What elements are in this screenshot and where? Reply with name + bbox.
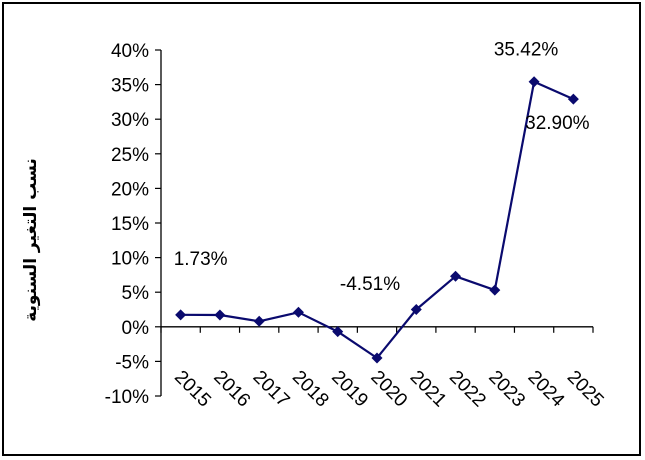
- y-tick-label: 10%: [111, 249, 149, 270]
- data-point-marker: [371, 352, 383, 364]
- data-point-marker: [567, 93, 579, 105]
- data-point-marker: [332, 326, 344, 338]
- data-point-marker: [214, 309, 226, 321]
- y-tick-label: 15%: [111, 214, 149, 235]
- x-tick-label: 2022: [445, 367, 490, 412]
- x-tick-label: 2025: [563, 367, 608, 412]
- y-axis-title: نسب التغير السنوية: [21, 158, 41, 322]
- y-axis-title-group: نسب التغير السنوية: [21, 158, 41, 322]
- series-line: [180, 80, 574, 360]
- data-label: 35.42%: [494, 40, 559, 61]
- x-tick-label: 2024: [524, 367, 569, 412]
- series-group: [175, 76, 579, 364]
- x-tick-label: 2018: [288, 367, 333, 412]
- data-label: -4.51%: [340, 274, 400, 295]
- y-tick-label: 20%: [111, 179, 149, 200]
- data-labels: 1.73% -4.51% 35.42% 32.90%: [174, 40, 590, 295]
- y-tick-label: 25%: [111, 145, 149, 166]
- x-tick-label: 2023: [484, 367, 529, 412]
- x-tick-label: 2016: [209, 367, 254, 412]
- x-tick-label: 2020: [366, 367, 411, 412]
- data-label: 1.73%: [174, 249, 228, 270]
- y-tick-label: 30%: [111, 110, 149, 131]
- y-tick-label: -10%: [105, 387, 149, 408]
- data-point-marker: [175, 309, 187, 321]
- data-label: 32.90%: [525, 113, 590, 134]
- axes: [155, 49, 594, 397]
- y-tick-label: -5%: [115, 352, 149, 373]
- y-tick-label: 40%: [111, 41, 149, 62]
- y-tick-label: 5%: [122, 283, 150, 304]
- x-tick-labels: 2015201620172018201920202021202220232024…: [170, 367, 607, 412]
- y-tick-label: 35%: [111, 76, 149, 97]
- data-point-marker: [292, 306, 304, 318]
- x-tick-label: 2019: [327, 367, 372, 412]
- data-point-marker: [253, 315, 265, 327]
- data-point-marker: [410, 304, 422, 315]
- y-tick-labels: 40% 35% 30% 25% 20% 15% 10% 5% 0% -5% -10%: [105, 41, 149, 408]
- data-point-marker: [450, 270, 462, 282]
- data-point-marker: [528, 76, 540, 88]
- data-point-marker: [489, 284, 501, 296]
- x-tick-label: 2017: [249, 367, 294, 412]
- x-tick-label: 2021: [406, 367, 451, 412]
- y-tick-label: 0%: [122, 318, 150, 339]
- x-tick-label: 2015: [170, 367, 215, 412]
